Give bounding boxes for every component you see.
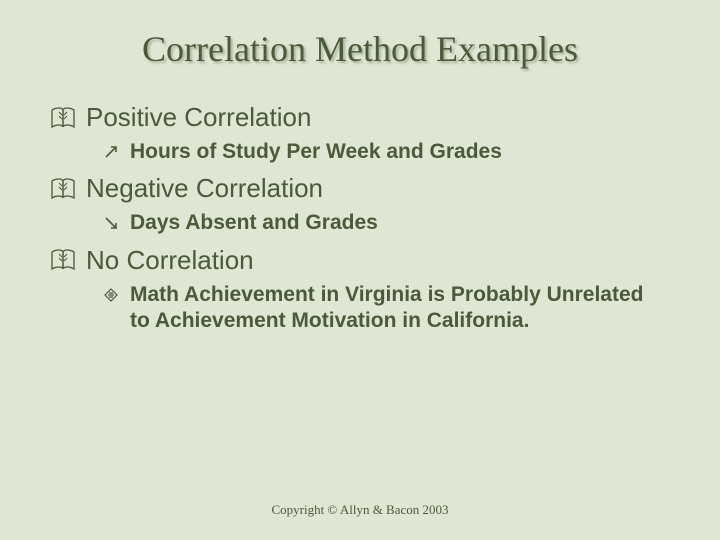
subitem-text: Hours of Study Per Week and Grades	[130, 139, 502, 165]
section-header: No Correlation	[50, 245, 670, 276]
book-icon	[50, 249, 76, 271]
subitem: Hours of Study Per Week and Grades	[104, 139, 670, 165]
section-header: Positive Correlation	[50, 102, 670, 133]
section-title: Negative Correlation	[86, 173, 323, 204]
arrow-down-right-icon	[104, 216, 118, 230]
slide: Correlation Method Examples Positive Cor…	[0, 0, 720, 540]
book-icon	[50, 178, 76, 200]
slide-title: Correlation Method Examples	[50, 28, 670, 70]
section-title: No Correlation	[86, 245, 254, 276]
section-negative: Negative Correlation Days Absent and Gra…	[50, 173, 670, 236]
book-icon	[50, 107, 76, 129]
subitem: Days Absent and Grades	[104, 210, 670, 236]
copyright-footer: Copyright © Allyn & Bacon 2003	[0, 502, 720, 518]
subitem: Math Achievement in Virginia is Probably…	[104, 282, 670, 335]
diamond-icon	[104, 288, 118, 302]
section-title: Positive Correlation	[86, 102, 311, 133]
section-positive: Positive Correlation Hours of Study Per …	[50, 102, 670, 165]
subitem-text: Days Absent and Grades	[130, 210, 378, 236]
section-header: Negative Correlation	[50, 173, 670, 204]
subitem-text: Math Achievement in Virginia is Probably…	[130, 282, 650, 335]
section-none: No Correlation Math Achievement in Virgi…	[50, 245, 670, 335]
arrow-up-right-icon	[104, 145, 118, 159]
